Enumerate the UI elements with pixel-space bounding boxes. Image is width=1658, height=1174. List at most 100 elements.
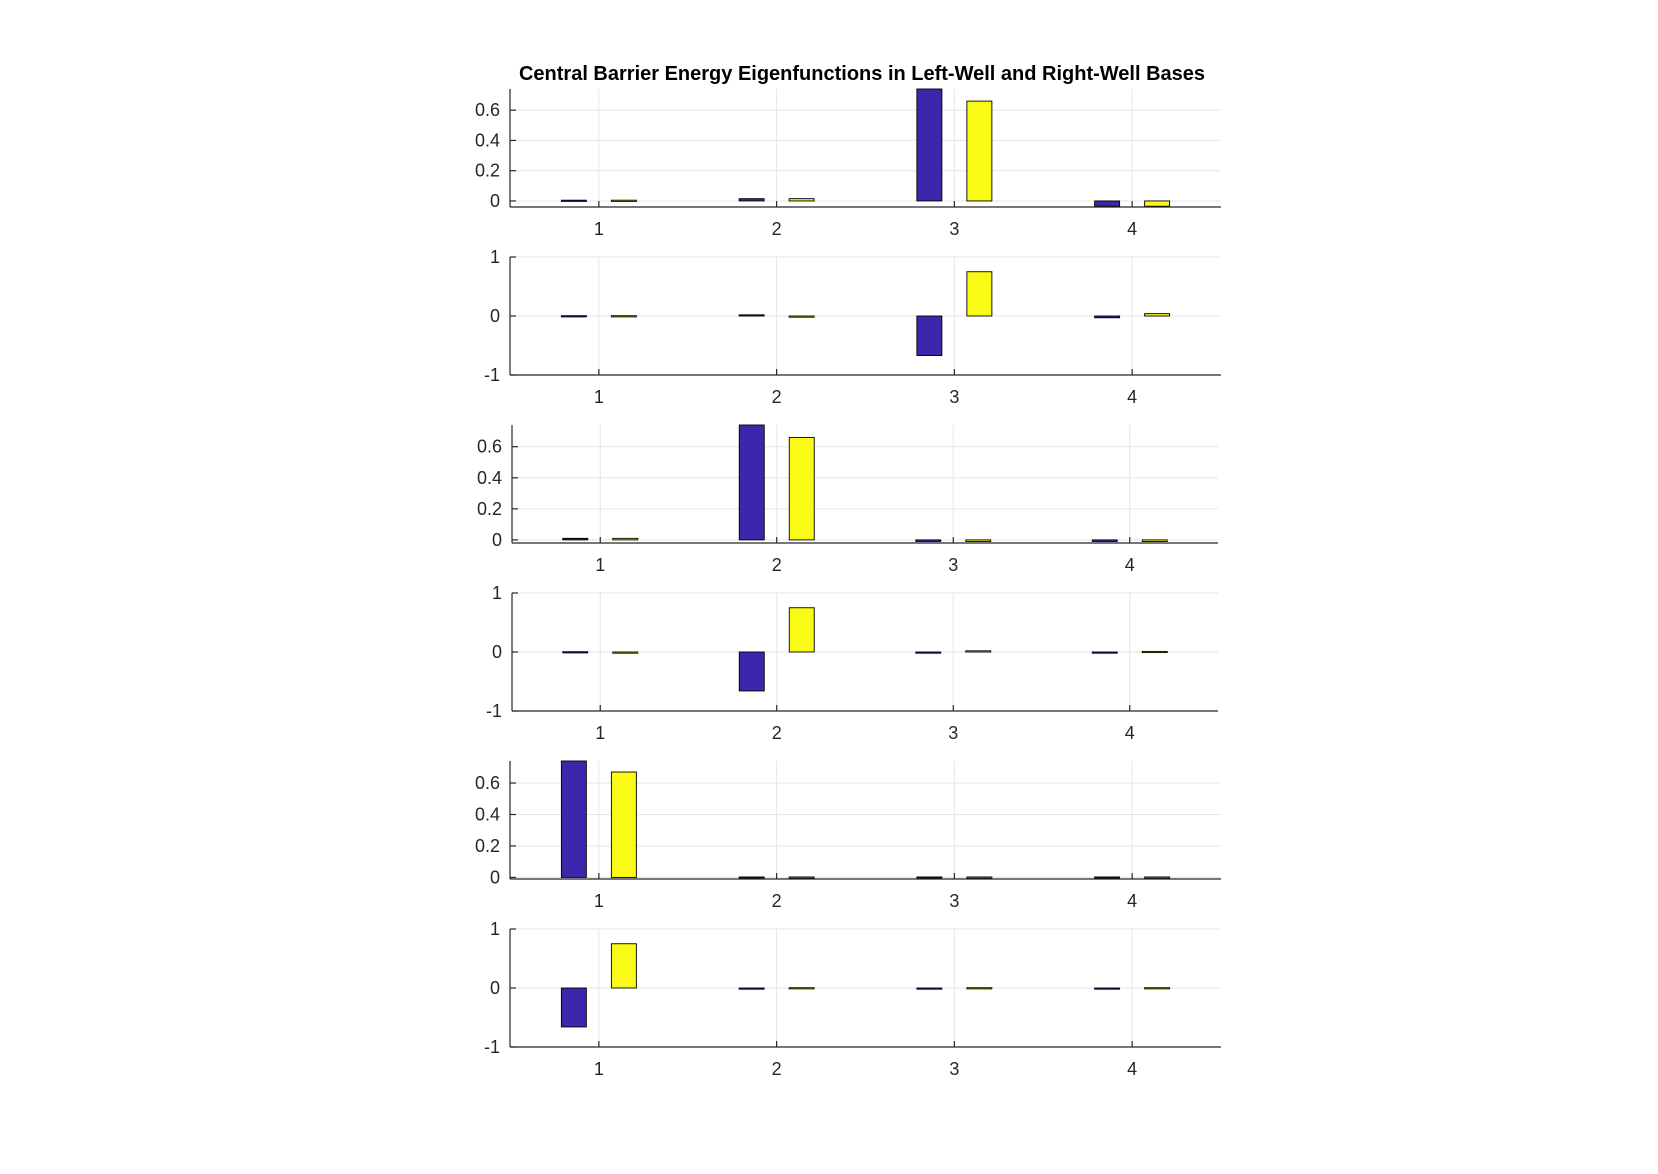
y-tick-label: 0.4 <box>475 130 500 150</box>
y-tick-label: -1 <box>484 1037 500 1057</box>
bar-series-2-cat-1 <box>612 651 639 654</box>
bar-series-2-cat-3 <box>966 876 993 879</box>
bar-series-2-cat-2 <box>788 876 815 879</box>
subplot-2: -1 0 1 1 2 3 4 <box>484 247 1221 407</box>
bar-series-2-cat-3 <box>965 650 992 653</box>
bar-series-2-cat-4 <box>1144 987 1171 990</box>
bar-series-1-cat-2 <box>738 987 765 990</box>
x-tick-label: 4 <box>1125 555 1135 575</box>
y-tick-label: 0 <box>492 642 502 662</box>
y-tick-label: 0.6 <box>475 100 500 120</box>
y-tick-label: 1 <box>490 247 500 267</box>
y-tick-label: 0.6 <box>475 773 500 793</box>
bar-series-2-cat-3 <box>966 271 993 317</box>
x-tick-label: 4 <box>1127 1059 1137 1079</box>
bar-series-2-cat-2 <box>788 315 815 318</box>
x-tick-label: 1 <box>594 219 604 239</box>
x-tick-label: 3 <box>949 387 959 407</box>
x-tick-label: 1 <box>594 891 604 911</box>
y-tick-label: 0.4 <box>475 804 500 824</box>
bar-series-2-cat-2 <box>788 987 815 990</box>
x-tick-label: 2 <box>772 1059 782 1079</box>
x-tick-label: 3 <box>948 555 958 575</box>
bar-series-1-cat-1 <box>562 651 589 654</box>
bar-series-2-cat-2 <box>788 436 815 541</box>
y-tick-label: 0 <box>490 867 500 887</box>
bar-series-1-cat-4 <box>1094 315 1121 319</box>
bar-series-2-cat-1 <box>610 771 637 878</box>
bar-series-1-cat-3 <box>916 88 943 202</box>
y-tick-label: 0.6 <box>477 437 502 457</box>
x-tick-label: 3 <box>949 219 959 239</box>
y-tick-label: 1 <box>490 919 500 939</box>
bar-series-1-cat-1 <box>560 199 587 202</box>
x-tick-label: 2 <box>772 723 782 743</box>
bar-series-1-cat-2 <box>738 198 765 202</box>
bar-series-1-cat-3 <box>915 539 942 542</box>
y-tick-label: 0.2 <box>475 836 500 856</box>
x-tick-label: 4 <box>1127 219 1137 239</box>
bar-series-2-cat-3 <box>965 539 992 542</box>
bar-series-2-cat-4 <box>1144 876 1171 879</box>
y-tick-label: 0 <box>492 530 502 550</box>
bar-series-1-cat-4 <box>1094 876 1121 879</box>
y-tick-label: -1 <box>486 701 502 721</box>
bar-series-1-cat-4 <box>1094 987 1121 990</box>
subplot-5: 0 0.2 0.4 0.6 1 2 3 4 <box>475 760 1221 911</box>
y-tick-label: 0.2 <box>477 499 502 519</box>
x-tick-label: 2 <box>772 891 782 911</box>
chart-title: Central Barrier Energy Eigenfunctions in… <box>519 63 1205 85</box>
x-tick-label: 1 <box>595 555 605 575</box>
x-tick-label: 4 <box>1127 387 1137 407</box>
bar-series-2-cat-3 <box>966 100 993 202</box>
subplot-stack: 0 0.2 0.4 0.6 1 2 3 4 -1 0 1 1 2 3 4 0 0.2 0.4 0.6 1 2 3 4 -1 0 1… <box>475 88 1221 1079</box>
subplot-1: 0 0.2 0.4 0.6 1 2 3 4 <box>475 88 1221 239</box>
x-tick-label: 2 <box>772 387 782 407</box>
x-tick-label: 3 <box>949 1059 959 1079</box>
bar-series-1-cat-4 <box>1094 200 1121 207</box>
subplot-6: -1 0 1 1 2 3 4 <box>484 919 1221 1079</box>
x-tick-label: 2 <box>772 555 782 575</box>
bar-series-2-cat-4 <box>1141 539 1168 542</box>
x-tick-label: 2 <box>772 219 782 239</box>
bar-series-2-cat-2 <box>788 198 815 202</box>
bar-series-1-cat-2 <box>738 651 765 692</box>
bar-series-1-cat-1 <box>560 987 587 1028</box>
y-tick-label: 0.4 <box>477 468 502 488</box>
x-tick-label: 4 <box>1127 891 1137 911</box>
bar-series-1-cat-3 <box>915 651 942 654</box>
y-tick-label: 0 <box>490 978 500 998</box>
subplot-3: 0 0.2 0.4 0.6 1 2 3 4 <box>477 424 1218 575</box>
x-tick-label: 3 <box>949 891 959 911</box>
bar-series-2-cat-1 <box>612 537 639 541</box>
x-tick-label: 4 <box>1125 723 1135 743</box>
y-tick-label: -1 <box>484 365 500 385</box>
bar-series-2-cat-1 <box>610 943 637 989</box>
bar-series-1-cat-1 <box>562 537 589 541</box>
bar-series-1-cat-4 <box>1091 539 1118 542</box>
bar-series-1-cat-1 <box>560 760 587 878</box>
bar-series-2-cat-1 <box>610 315 637 318</box>
bar-series-2-cat-4 <box>1141 650 1168 654</box>
x-tick-label: 1 <box>595 723 605 743</box>
x-tick-label: 3 <box>948 723 958 743</box>
x-tick-label: 1 <box>594 1059 604 1079</box>
y-tick-label: 1 <box>492 583 502 603</box>
y-tick-label: 0 <box>490 306 500 326</box>
bar-series-2-cat-4 <box>1144 313 1171 317</box>
bar-series-1-cat-4 <box>1091 651 1118 654</box>
y-tick-label: 0 <box>490 191 500 211</box>
subplot-4: -1 0 1 1 2 3 4 <box>486 583 1218 743</box>
bar-series-1-cat-3 <box>916 876 943 879</box>
bar-series-1-cat-2 <box>738 314 765 317</box>
bar-series-1-cat-1 <box>560 315 587 318</box>
bar-series-1-cat-2 <box>738 424 765 541</box>
bar-series-1-cat-3 <box>916 987 943 990</box>
bar-series-2-cat-3 <box>966 987 993 990</box>
bar-series-2-cat-4 <box>1144 200 1171 207</box>
bar-series-1-cat-2 <box>738 876 765 879</box>
bar-series-2-cat-2 <box>788 607 815 653</box>
y-tick-label: 0.2 <box>475 161 500 181</box>
x-tick-label: 1 <box>594 387 604 407</box>
